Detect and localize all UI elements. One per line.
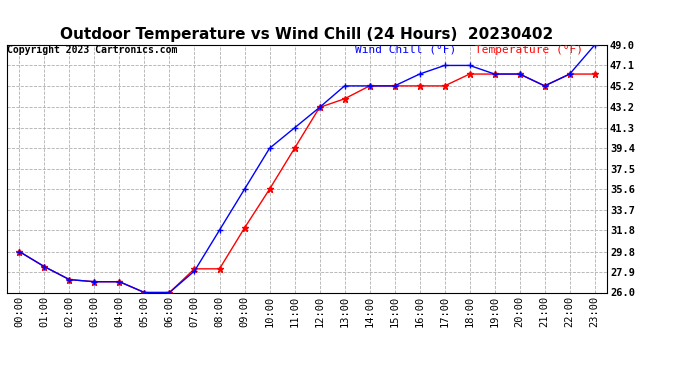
Text: Copyright 2023 Cartronics.com: Copyright 2023 Cartronics.com (7, 45, 177, 55)
Text: Temperature (°F): Temperature (°F) (475, 45, 583, 55)
Text: Wind Chill (°F): Wind Chill (°F) (355, 45, 456, 55)
Title: Outdoor Temperature vs Wind Chill (24 Hours)  20230402: Outdoor Temperature vs Wind Chill (24 Ho… (61, 27, 553, 42)
